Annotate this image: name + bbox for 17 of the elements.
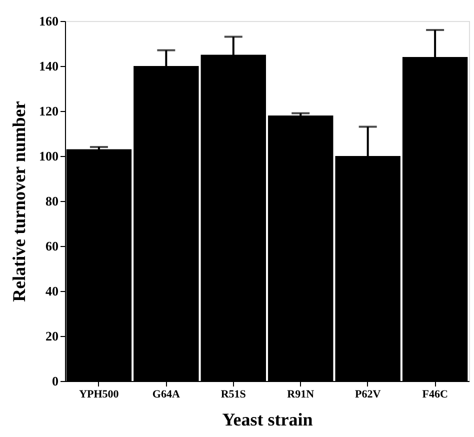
y-tick-label: 120 — [39, 104, 58, 118]
y-tick-label: 100 — [39, 148, 58, 164]
x-tick-label: P62V — [354, 388, 381, 400]
x-tick-label: YPH500 — [79, 388, 120, 400]
y-tick-label: 20 — [46, 328, 58, 344]
x-tick-label: G64A — [152, 388, 180, 400]
y-tick-label: 140 — [39, 58, 58, 74]
x-tick-label: R51S — [220, 388, 246, 400]
y-tick-label: 60 — [46, 238, 58, 254]
y-axis-title: Relative turnover number — [9, 101, 29, 302]
y-tick-label: 80 — [46, 194, 58, 208]
x-axis-title: Yeast strain — [222, 410, 313, 430]
y-tick-label: 0 — [52, 374, 58, 388]
x-tick-label: R91N — [287, 388, 314, 400]
x-tick-label: F46C — [422, 388, 448, 400]
y-tick-label: 40 — [46, 284, 58, 298]
y-tick-label: 160 — [39, 14, 58, 28]
